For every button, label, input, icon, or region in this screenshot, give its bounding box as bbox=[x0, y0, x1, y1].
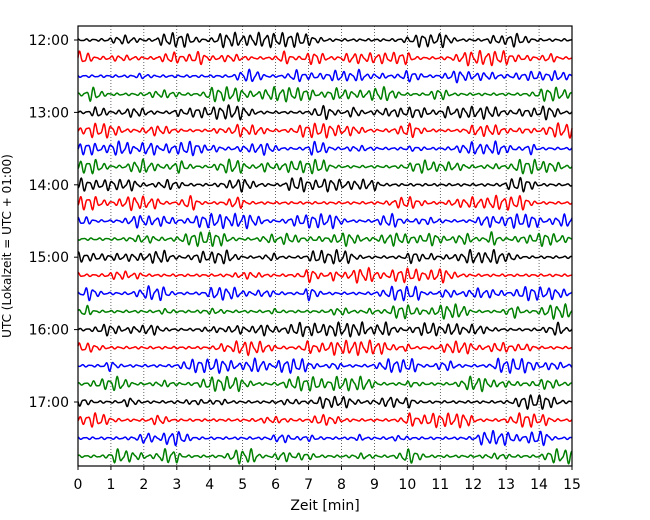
x-tick-label: 0 bbox=[74, 477, 83, 493]
trace-line bbox=[77, 158, 573, 175]
trace-line bbox=[77, 194, 573, 212]
x-tick-label: 7 bbox=[304, 477, 313, 493]
trace-line bbox=[77, 357, 573, 375]
y-tick-label: 15:00 bbox=[29, 250, 69, 266]
x-axis-ticks: 0 1 2 3 4 5 6 7 8 9 10 11 12 13 14 15 bbox=[74, 466, 581, 493]
x-tick-label: 3 bbox=[172, 477, 181, 493]
x-tick-label: 4 bbox=[205, 477, 214, 493]
x-tick-label: 9 bbox=[370, 477, 379, 493]
y-tick-label: 14:00 bbox=[29, 178, 69, 194]
y-tick-label: 13:00 bbox=[29, 105, 69, 121]
trace-line bbox=[77, 212, 573, 230]
trace-line bbox=[77, 176, 573, 193]
x-tick-label: 2 bbox=[139, 477, 148, 493]
x-tick-label: 11 bbox=[431, 477, 449, 493]
trace-line bbox=[77, 140, 573, 157]
x-tick-label: 10 bbox=[398, 477, 416, 493]
x-tick-label: 8 bbox=[337, 477, 346, 493]
seismic-traces bbox=[77, 31, 573, 465]
trace-line bbox=[77, 339, 573, 357]
y-axis-ticks: 12:00 13:00 14:00 15:00 16:00 17:00 bbox=[29, 33, 78, 411]
trace-line bbox=[77, 375, 573, 393]
trace-line bbox=[77, 104, 573, 121]
x-tick-label: 12 bbox=[464, 477, 482, 493]
trace-line bbox=[77, 284, 573, 302]
trace-line bbox=[77, 68, 573, 84]
trace-line bbox=[77, 85, 573, 103]
y-axis-label: UTC (Lokalzeit = UTC + 01:00) bbox=[0, 154, 14, 338]
plot-frame bbox=[77, 25, 573, 467]
trace-line bbox=[77, 411, 573, 429]
x-tick-label: 13 bbox=[497, 477, 515, 493]
x-axis-label: Zeit [min] bbox=[290, 498, 359, 514]
x-tick-label: 6 bbox=[271, 477, 280, 493]
trace-line bbox=[77, 394, 573, 411]
x-tick-label: 5 bbox=[238, 477, 247, 493]
plot-area bbox=[78, 26, 572, 466]
trace-line bbox=[77, 231, 573, 248]
trace-line bbox=[77, 447, 573, 465]
trace-line bbox=[77, 31, 573, 49]
x-tick-label: 14 bbox=[530, 477, 548, 493]
y-tick-label: 12:00 bbox=[29, 33, 69, 49]
vertical-grid bbox=[110, 26, 540, 466]
trace-line bbox=[77, 302, 573, 321]
trace-line bbox=[77, 320, 573, 338]
trace-line bbox=[77, 122, 573, 139]
y-tick-label: 17:00 bbox=[29, 395, 69, 411]
trace-line bbox=[77, 266, 573, 284]
trace-line bbox=[77, 49, 573, 67]
y-tick-label: 16:00 bbox=[29, 323, 69, 339]
x-tick-label: 1 bbox=[106, 477, 115, 493]
trace-line bbox=[77, 430, 573, 447]
trace-line bbox=[77, 248, 573, 265]
x-tick-label: 15 bbox=[563, 477, 581, 493]
